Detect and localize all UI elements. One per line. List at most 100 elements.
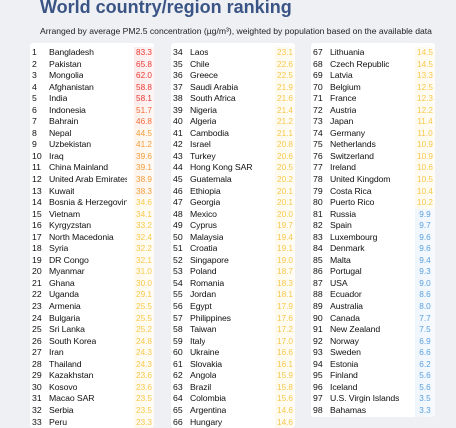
page-subtitle: Arranged by average PM2.5 concentration … <box>40 26 432 36</box>
rank-number: 15 <box>32 209 44 221</box>
country-name: Syria <box>49 243 68 255</box>
rank-number: 60 <box>173 347 185 359</box>
pm25-value: 9.4 <box>415 255 435 267</box>
rank-number: 88 <box>313 289 325 301</box>
pm25-value: 21.2 <box>275 116 295 128</box>
rank-number: 26 <box>32 336 44 348</box>
country-name: Sri Lanka <box>49 324 85 336</box>
country-name: Turkey <box>190 151 216 163</box>
pm25-value: 23.6 <box>134 382 154 394</box>
pm25-value: 13.3 <box>415 70 435 82</box>
pm25-value: 19.7 <box>275 220 295 232</box>
rank-number: 73 <box>313 116 325 128</box>
pm25-value: 14.5 <box>415 59 435 71</box>
rank-number: 75 <box>313 139 325 151</box>
rank-number: 86 <box>313 266 325 278</box>
country-name: Estonia <box>330 359 358 371</box>
rank-number: 98 <box>313 405 325 417</box>
rank-number: 68 <box>313 59 325 71</box>
country-name: Brazil <box>190 382 211 394</box>
rank-number: 81 <box>313 209 325 221</box>
rank-number: 37 <box>173 82 185 94</box>
rank-number: 63 <box>173 382 185 394</box>
pm25-value: 19.4 <box>275 232 295 244</box>
pm25-value: 25.5 <box>134 313 154 325</box>
country-name: New Zealand <box>330 324 380 336</box>
country-name: Mexico <box>190 209 217 221</box>
pm25-value: 18.7 <box>275 266 295 278</box>
pm25-value: 10.4 <box>415 186 435 198</box>
rank-number: 10 <box>32 151 44 163</box>
country-name: Pakistan <box>49 59 82 71</box>
country-name: Bahrain <box>49 116 78 128</box>
country-name: Singapore <box>190 255 229 267</box>
rank-number: 47 <box>173 197 185 209</box>
country-name: Slovakia <box>190 359 222 371</box>
pm25-value: 39.1 <box>134 162 154 174</box>
rank-number: 71 <box>313 93 325 105</box>
rank-number: 9 <box>32 139 44 151</box>
rank-number: 27 <box>32 347 44 359</box>
country-name: Latvia <box>330 70 353 82</box>
pm25-value: 24.3 <box>134 347 154 359</box>
country-name: Algeria <box>190 116 216 128</box>
rank-number: 59 <box>173 336 185 348</box>
rank-number: 22 <box>32 289 44 301</box>
country-name: Cyprus <box>190 220 217 232</box>
country-name: Czech Republic <box>330 59 389 71</box>
rank-number: 7 <box>32 116 44 128</box>
rank-number: 31 <box>32 393 44 405</box>
pm25-value: 22.6 <box>275 59 295 71</box>
pm25-value: 10.2 <box>415 197 435 209</box>
country-name: Spain <box>330 220 352 232</box>
rank-number: 17 <box>32 232 44 244</box>
rank-number: 19 <box>32 255 44 267</box>
rank-number: 76 <box>313 151 325 163</box>
country-name: Jordan <box>190 289 216 301</box>
country-name: Laos <box>190 47 208 59</box>
pm25-value: 17.6 <box>275 313 295 325</box>
pm25-value: 58.8 <box>134 82 154 94</box>
pm25-value: 23.6 <box>134 370 154 382</box>
pm25-value: 12.3 <box>415 93 435 105</box>
rank-number: 70 <box>313 82 325 94</box>
rank-number: 77 <box>313 162 325 174</box>
pm25-value: 20.8 <box>275 139 295 151</box>
rank-number: 24 <box>32 313 44 325</box>
country-name: Nepal <box>49 128 71 140</box>
pm25-value: 9.6 <box>415 232 435 244</box>
rank-number: 40 <box>173 116 185 128</box>
pm25-value: 6.6 <box>415 347 435 359</box>
pm25-value: 9.9 <box>415 209 435 221</box>
country-name: Kyrgyzstan <box>49 220 91 232</box>
country-name: Norway <box>330 336 359 348</box>
